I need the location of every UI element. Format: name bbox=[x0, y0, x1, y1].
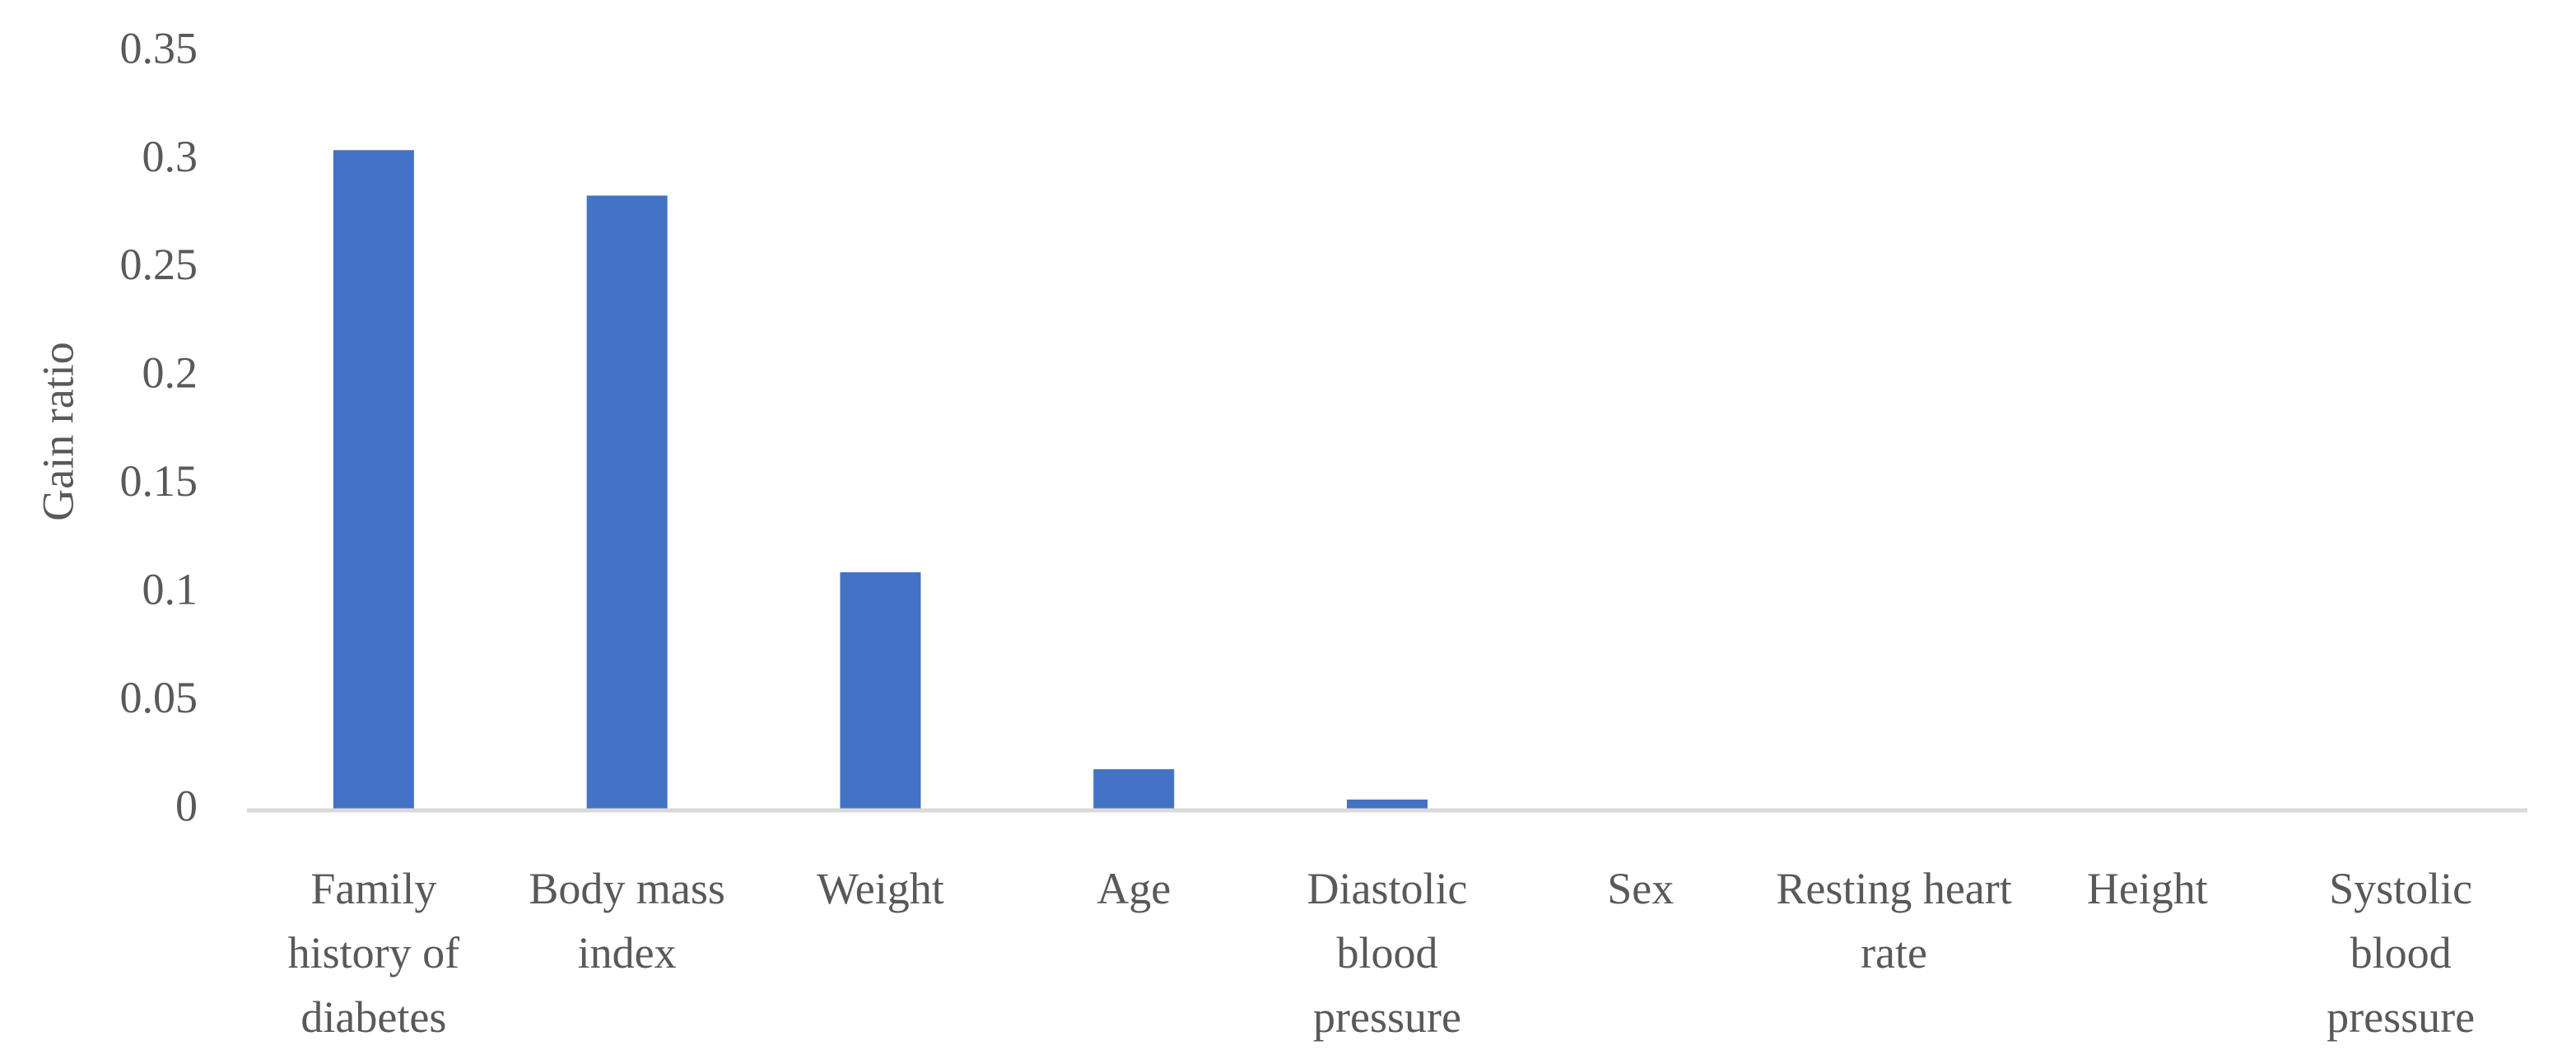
y-tick-label: 0.25 bbox=[120, 240, 198, 289]
bar bbox=[840, 572, 921, 810]
y-tick-label: 0.15 bbox=[120, 456, 198, 506]
y-axis-label: Gain ratio bbox=[33, 342, 82, 520]
bar bbox=[586, 195, 668, 810]
x-tick-label: Resting heart rate bbox=[1776, 864, 2012, 978]
x-tick-label: Diastolic blood pressure bbox=[1307, 864, 1468, 1042]
x-tick-label: Weight bbox=[817, 864, 944, 913]
y-tick-label: 0.1 bbox=[142, 565, 198, 614]
bar bbox=[1347, 799, 1428, 810]
x-tick-label: Body mass index bbox=[529, 864, 725, 978]
y-tick-label: 0.35 bbox=[120, 23, 198, 72]
x-tick-label: Sex bbox=[1607, 864, 1675, 913]
x-tick-label: Age bbox=[1097, 864, 1172, 913]
x-tick-label: Systolic blood pressure bbox=[2327, 864, 2476, 1042]
x-tick-label: Height bbox=[2086, 864, 2208, 913]
y-tick-label: 0.05 bbox=[120, 673, 198, 722]
bar bbox=[333, 150, 414, 811]
bar bbox=[1093, 769, 1175, 810]
y-tick-label: 0.3 bbox=[142, 132, 198, 181]
y-tick-label: 0.2 bbox=[142, 348, 198, 398]
x-tick-label: Family history of diabetes bbox=[287, 864, 460, 1042]
y-tick-label: 0 bbox=[175, 781, 198, 830]
